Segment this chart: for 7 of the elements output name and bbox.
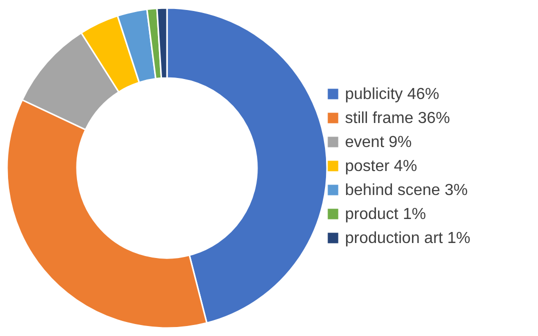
legend-label: product 1% <box>345 206 426 223</box>
legend-label: poster 4% <box>345 158 418 175</box>
legend-label: still frame 36% <box>345 110 450 127</box>
legend-label: behind scene 3% <box>345 182 468 199</box>
legend-label: production art 1% <box>345 230 470 247</box>
legend-label: event 9% <box>345 134 412 151</box>
legend-label: publicity 46% <box>345 86 440 103</box>
